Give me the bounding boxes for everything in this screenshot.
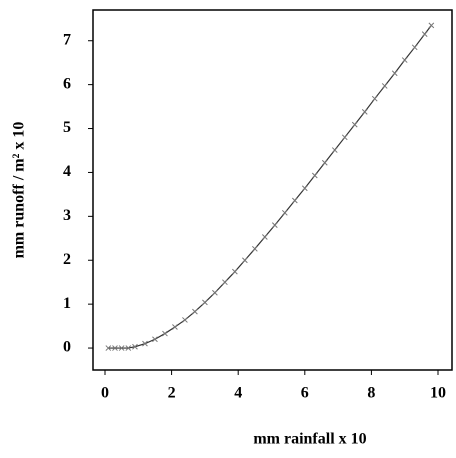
data-point xyxy=(331,147,338,153)
data-point xyxy=(242,257,248,264)
x-tick-label: 6 xyxy=(301,385,309,402)
data-point xyxy=(142,340,148,347)
data-point xyxy=(202,299,208,306)
data-point xyxy=(192,308,198,315)
y-axis-label: mm runoff / m² x 10 xyxy=(11,122,28,259)
data-point xyxy=(428,22,435,29)
y-tick-label: 2 xyxy=(63,251,71,268)
data-point xyxy=(401,57,408,63)
data-line xyxy=(108,25,432,349)
data-point xyxy=(152,336,158,343)
data-point xyxy=(351,121,358,128)
data-point xyxy=(118,345,125,351)
x-tick-label: 10 xyxy=(430,385,446,402)
y-tick-label: 1 xyxy=(63,295,71,312)
data-point xyxy=(421,31,428,37)
data-point xyxy=(301,185,308,192)
y-tick-label: 3 xyxy=(63,207,71,224)
data-point xyxy=(172,324,178,330)
data-point xyxy=(232,268,238,275)
y-tick-label: 6 xyxy=(63,75,71,92)
data-point xyxy=(291,197,298,204)
y-tick-label: 4 xyxy=(63,163,71,180)
y-tick-label: 0 xyxy=(63,339,71,356)
x-tick-label: 2 xyxy=(168,385,176,402)
y-tick-label: 5 xyxy=(63,119,71,136)
data-point xyxy=(162,330,168,337)
data-point xyxy=(311,172,318,179)
data-point xyxy=(341,134,348,141)
data-point xyxy=(261,234,268,240)
data-point xyxy=(112,345,118,351)
plot-frame xyxy=(92,9,453,371)
data-point xyxy=(132,343,138,350)
data-point xyxy=(361,109,368,115)
data-point xyxy=(182,317,188,323)
data-point xyxy=(321,159,328,166)
data-point xyxy=(222,279,228,286)
data-point xyxy=(411,44,418,51)
data-point xyxy=(105,345,112,351)
data-point xyxy=(212,289,218,296)
data-point xyxy=(391,70,398,77)
data-point xyxy=(251,245,258,252)
data-point xyxy=(381,83,388,89)
data-point xyxy=(271,222,278,228)
x-tick-label: 0 xyxy=(101,385,109,402)
x-axis-label: mm rainfall x 10 xyxy=(253,431,366,448)
data-point xyxy=(371,95,378,102)
data-point xyxy=(125,345,132,351)
data-point xyxy=(281,209,288,216)
x-tick-label: 8 xyxy=(367,385,375,402)
x-tick-label: 4 xyxy=(234,385,242,402)
y-tick-label: 7 xyxy=(63,31,71,48)
